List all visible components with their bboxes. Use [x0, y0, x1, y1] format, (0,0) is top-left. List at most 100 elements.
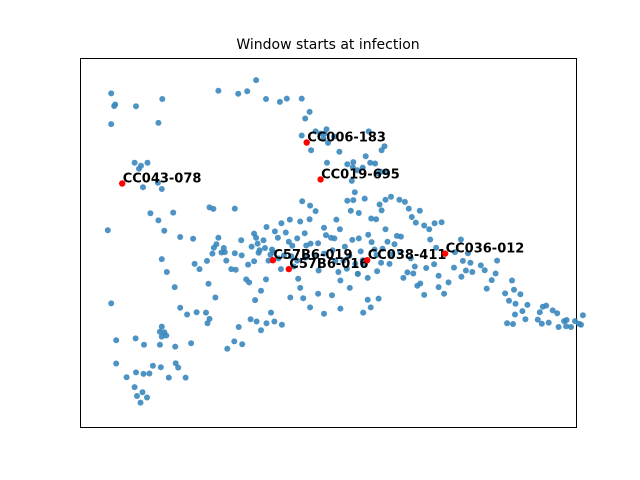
data-point: [165, 374, 172, 381]
data-point: [258, 287, 264, 294]
data-point: [206, 315, 213, 322]
data-point: [320, 135, 327, 142]
data-point: [368, 215, 375, 222]
data-point: [337, 277, 344, 284]
data-point: [462, 267, 469, 274]
data-point: [254, 240, 261, 247]
data-point: [355, 210, 362, 216]
data-point: [210, 244, 217, 251]
data-point: [421, 291, 428, 298]
data-point: [354, 270, 361, 277]
data-point: [477, 262, 484, 269]
data-point: [416, 207, 423, 214]
data-point: [488, 277, 495, 284]
data-point: [239, 341, 246, 348]
data-point: [512, 300, 519, 307]
data-point: [431, 220, 438, 227]
highlighted-point-label: C57B6-016: [289, 257, 368, 272]
data-point: [302, 115, 309, 122]
data-point: [483, 285, 490, 292]
data-point: [245, 261, 252, 268]
data-point: [231, 205, 238, 212]
data-point: [352, 260, 359, 267]
data-point: [368, 239, 375, 246]
data-point: [228, 266, 235, 273]
data-point: [410, 270, 417, 277]
data-point: [212, 294, 219, 301]
data-point: [247, 316, 254, 323]
data-point: [131, 384, 138, 391]
data-point: [282, 229, 289, 236]
data-point: [154, 179, 161, 186]
data-point: [159, 96, 166, 102]
data-point: [336, 226, 343, 233]
data-point: [271, 228, 278, 235]
data-point: [510, 321, 516, 327]
data-point: [171, 284, 178, 291]
data-point: [427, 236, 434, 243]
data-point: [182, 374, 189, 381]
data-point: [147, 210, 154, 217]
data-point: [325, 139, 331, 146]
data-point: [457, 236, 464, 243]
data-point: [534, 316, 541, 323]
data-point: [464, 250, 471, 257]
data-point: [435, 284, 442, 291]
data-point: [224, 345, 231, 352]
data-point: [331, 235, 338, 242]
data-point: [506, 297, 512, 304]
data-point: [502, 290, 509, 297]
data-point: [381, 143, 388, 150]
data-point: [278, 220, 285, 227]
data-point: [288, 253, 295, 260]
data-point: [205, 280, 212, 287]
data-point: [421, 222, 428, 229]
data-point: [522, 316, 529, 323]
data-point: [298, 95, 305, 102]
data-point: [238, 237, 245, 244]
plot-frame: [80, 58, 577, 428]
data-point: [263, 96, 269, 102]
data-point: [563, 317, 570, 323]
data-point: [190, 235, 197, 242]
data-point: [294, 257, 301, 264]
highlighted-point-label: CC006-183: [307, 131, 386, 146]
data-point: [251, 230, 258, 237]
data-point: [378, 207, 385, 214]
data-point: [524, 301, 531, 308]
data-point: [452, 249, 458, 256]
data-point: [235, 324, 242, 330]
data-point: [172, 343, 179, 350]
data-point: [445, 279, 452, 286]
data-point: [170, 209, 177, 216]
data-point: [175, 364, 182, 371]
data-point: [509, 277, 515, 284]
data-point: [301, 230, 308, 237]
data-point: [177, 234, 184, 240]
data-point: [404, 269, 411, 276]
data-point: [300, 295, 307, 302]
data-point: [298, 132, 305, 139]
data-point: [274, 234, 281, 241]
data-point: [343, 265, 350, 272]
data-point: [359, 164, 366, 171]
data-point: [306, 108, 313, 115]
data-point: [315, 240, 322, 247]
data-point: [280, 252, 287, 259]
data-point: [349, 164, 356, 171]
data-point: [246, 279, 253, 286]
data-point: [123, 374, 130, 381]
data-point: [307, 202, 314, 209]
data-point: [400, 274, 407, 281]
data-point: [248, 243, 255, 250]
data-point: [374, 268, 381, 275]
data-point: [481, 267, 488, 274]
highlighted-point: [441, 250, 449, 257]
data-point: [329, 247, 336, 254]
data-point: [336, 148, 343, 155]
data-point: [136, 165, 142, 172]
data-point: [156, 341, 163, 348]
data-point: [355, 235, 362, 242]
data-point: [251, 258, 258, 265]
data-point: [563, 323, 570, 330]
